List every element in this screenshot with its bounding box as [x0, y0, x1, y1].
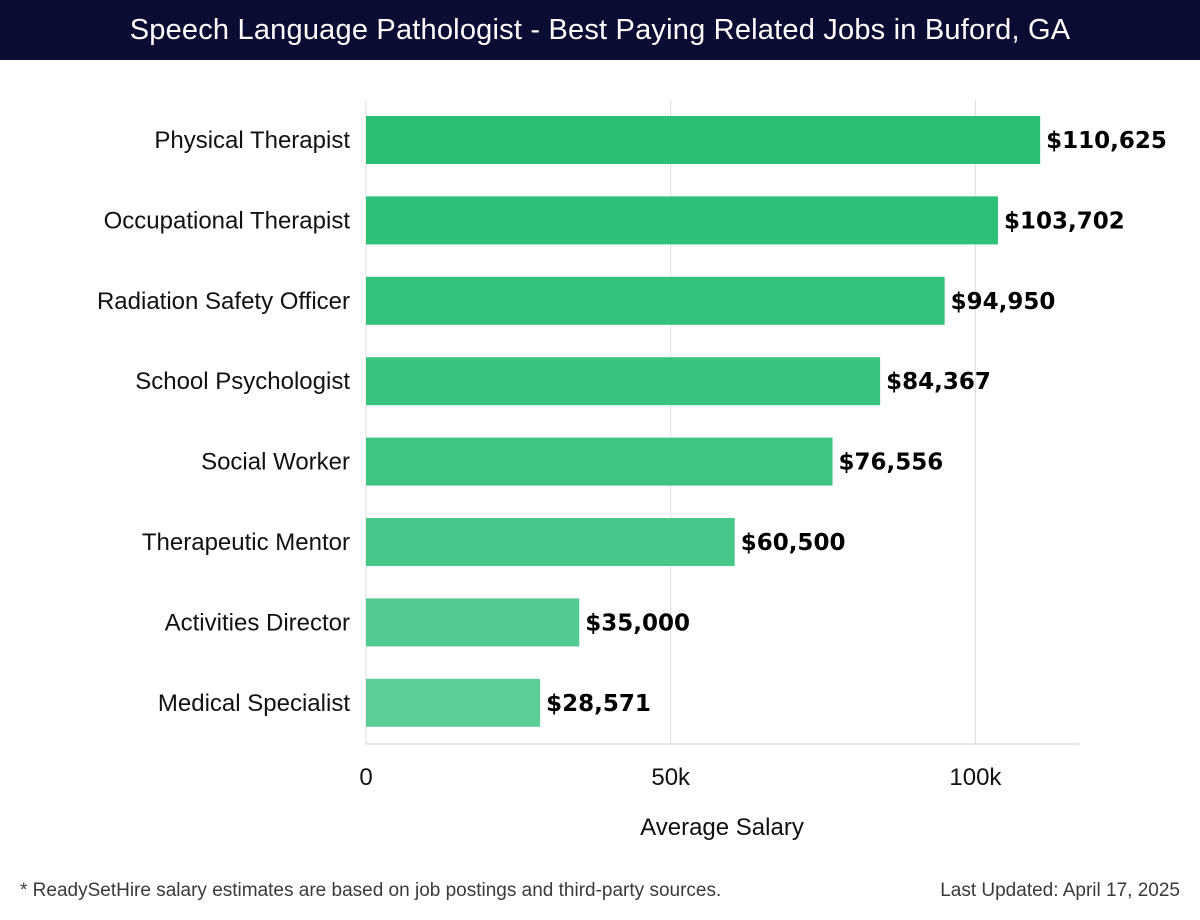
bar [366, 357, 881, 406]
footer-note: * ReadySetHire salary estimates are base… [20, 880, 722, 901]
x-axis-label: Average Salary [640, 814, 804, 841]
bar [366, 678, 541, 727]
category-labels: Physical Therapist Occupational Therapist… [97, 127, 350, 717]
value-label: $76,556 [839, 450, 944, 476]
bars [366, 116, 1041, 727]
bar [366, 196, 998, 245]
value-label: $84,367 [886, 369, 991, 395]
value-label: $103,702 [1004, 208, 1125, 234]
value-label: $110,625 [1046, 128, 1167, 154]
bar [366, 116, 1041, 164]
bar [366, 437, 833, 486]
chart-title: Speech Language Pathologist - Best Payin… [0, 0, 1200, 60]
x-tick-label: 100k [949, 764, 1002, 791]
value-label: $60,500 [741, 530, 846, 556]
category-label: Medical Specialist [158, 690, 350, 717]
bar [366, 518, 735, 566]
bar-chart: Physical Therapist Occupational Therapist… [97, 100, 1167, 841]
category-label: Therapeutic Mentor [142, 529, 350, 556]
category-label: School Psychologist [135, 368, 350, 395]
category-label: Physical Therapist [154, 127, 350, 154]
x-tick-label: 50k [651, 764, 691, 791]
category-label: Radiation Safety Officer [97, 288, 350, 315]
value-label: $94,950 [951, 289, 1056, 315]
x-axis-ticks: 0 50k 100k [359, 764, 1002, 791]
value-label: $35,000 [585, 610, 690, 636]
bar [366, 276, 945, 325]
last-updated: Last Updated: April 17, 2025 [940, 880, 1180, 901]
bar [366, 598, 580, 647]
value-labels: $110,625 $103,702 $94,950 $84,367 $76,556 $60… [546, 128, 1167, 717]
category-label: Occupational Therapist [104, 207, 351, 234]
category-label: Activities Director [165, 609, 350, 636]
x-tick-label: 0 [359, 764, 372, 791]
category-label: Social Worker [201, 449, 350, 476]
value-label: $28,571 [546, 691, 651, 717]
